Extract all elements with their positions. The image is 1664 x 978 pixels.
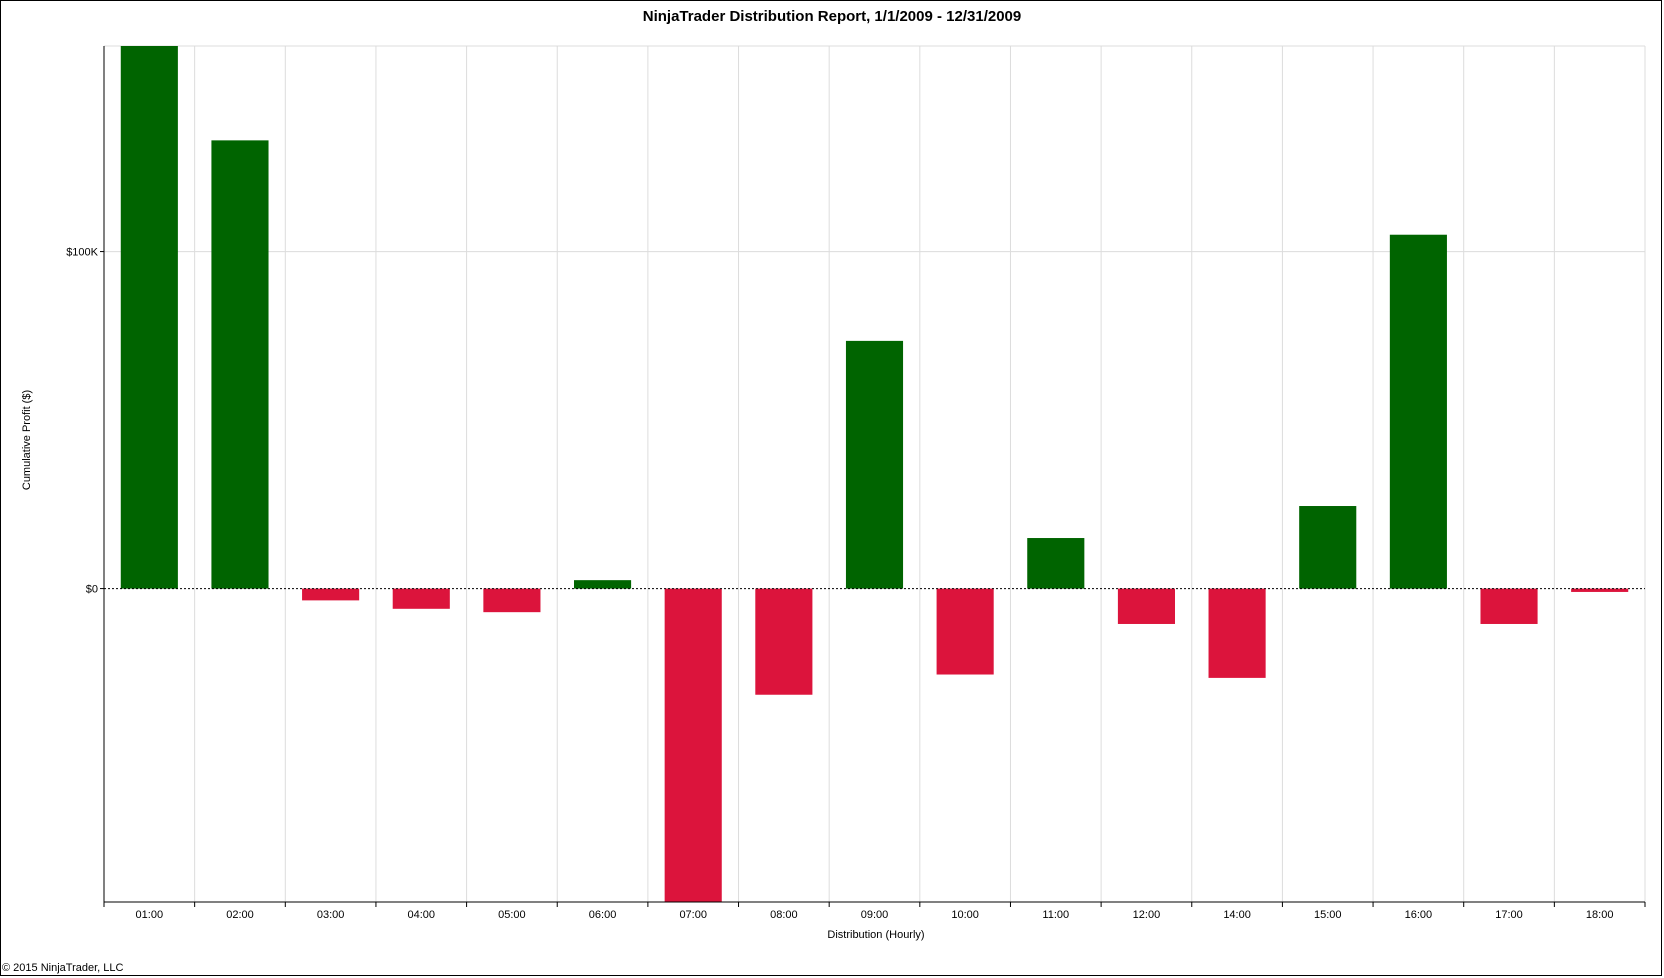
bar-0800 (755, 588, 813, 695)
bar-1400 (1208, 588, 1266, 678)
x-tick-label: 10:00 (951, 909, 979, 921)
bar-0500 (483, 588, 541, 613)
bar-0400 (392, 588, 450, 609)
axes: $0 $100K 01:00 02:00 03:00 04:00 05:00 06:00 07:… (66, 46, 1646, 921)
x-tick-label: 08:00 (770, 909, 798, 921)
x-axis-title: Distribution (Hourly) (827, 929, 924, 941)
x-tick-label: 16:00 (1405, 909, 1433, 921)
bar-1000 (936, 588, 994, 675)
x-tick-label: 17:00 (1495, 909, 1523, 921)
x-tick-label: 03:00 (317, 909, 345, 921)
bar-1800 (1571, 588, 1629, 592)
x-tick-label: 05:00 (498, 909, 526, 921)
x-tick-label: 12:00 (1133, 909, 1161, 921)
x-tick-label: 14:00 (1223, 909, 1251, 921)
x-tick-label: 09:00 (861, 909, 889, 921)
chart-title: NinjaTrader Distribution Report, 1/1/200… (642, 8, 1022, 25)
x-tick-label: 04:00 (407, 909, 435, 921)
bar-1200 (1117, 588, 1175, 624)
bar-1500 (1299, 506, 1357, 589)
bar-0900 (845, 340, 904, 589)
y-tick-label: $100K (66, 247, 98, 259)
x-tick-label: 02:00 (226, 909, 254, 921)
bar-0600 (574, 580, 632, 589)
x-tick-label: 07:00 (679, 909, 707, 921)
grid (104, 45, 1646, 902)
x-tick-label: 06:00 (589, 909, 617, 921)
copyright-footer: © 2015 NinjaTrader, LLC (2, 962, 124, 974)
y-axis-title: Cumulative Profit ($) (21, 390, 33, 490)
x-tick-label: 15:00 (1314, 909, 1342, 921)
x-tick-label: 11:00 (1042, 909, 1069, 921)
bar-0200 (211, 140, 269, 589)
bar-0700 (664, 588, 722, 902)
y-tick-label: $0 (86, 584, 98, 596)
bar-1600 (1389, 234, 1447, 589)
bars (120, 46, 1629, 902)
bar-1700 (1480, 588, 1538, 624)
x-tick-label: 18:00 (1586, 909, 1614, 921)
x-tick-label: 01:00 (136, 909, 164, 921)
bar-0100 (120, 46, 178, 589)
bar-0300 (302, 588, 360, 601)
bar-1100 (1027, 538, 1085, 589)
